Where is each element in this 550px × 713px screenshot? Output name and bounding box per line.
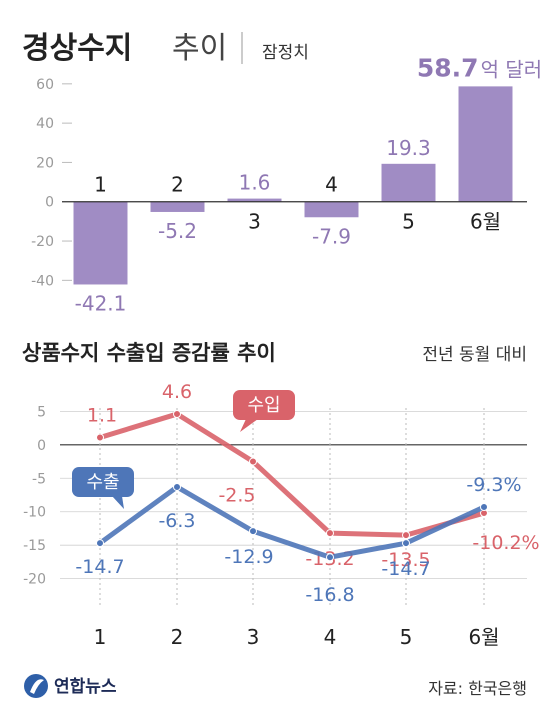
import-badge-pointer	[240, 419, 258, 432]
bar-value-label: -5.2	[158, 219, 197, 243]
line-x-tick-label: 5	[400, 625, 413, 649]
import-badge-bg	[233, 390, 295, 420]
yonhap-logo: 연합뉴스	[24, 674, 117, 698]
logo-text: 연합뉴스	[54, 676, 117, 697]
export-badge-pointer	[112, 496, 124, 509]
bar-category-label: 2	[171, 173, 184, 197]
export-series-line	[97, 484, 487, 560]
line-x-tick-label: 3	[247, 625, 260, 649]
bar-category-label: 3	[248, 210, 261, 234]
trade-chart-note: 전년 동월 대비	[422, 345, 527, 365]
bar-y-tick-label: 20	[36, 155, 54, 171]
line-x-tick-label: 1	[94, 625, 107, 649]
import-series-line	[97, 411, 487, 538]
export-series-value-label: -14.7	[75, 556, 124, 578]
line-y-tick-label: -15	[23, 538, 46, 554]
bar-value-label: 58.7 억 달러	[417, 53, 542, 82]
bar-category-label: 6월	[470, 210, 501, 234]
logo-emblem-mark-icon	[30, 679, 44, 694]
import-series-point	[326, 529, 334, 538]
export-series-point	[249, 527, 257, 536]
bar-category-label: 1	[94, 173, 107, 197]
bar-category-label: 4	[325, 173, 338, 197]
import-series-badge: 수입	[233, 390, 295, 432]
page-title: 경상수지	[22, 31, 132, 66]
line-y-tick-label: -5	[32, 471, 46, 487]
bar-value-label: 1.6	[239, 171, 271, 195]
line-y-tick-label: -10	[23, 505, 46, 521]
import-series-point	[96, 433, 104, 442]
export-series-value-label: -9.3%	[466, 474, 521, 496]
bar-y-tick-label: 40	[36, 116, 54, 132]
bar-category-label: 5	[402, 210, 415, 234]
line-x-tick-label: 6월	[468, 625, 499, 649]
import-series-value-label: -13.5	[381, 549, 430, 571]
bar-value-label: -7.9	[312, 224, 351, 248]
import-series-value-label: -10.2%	[472, 532, 539, 554]
export-badge-bg	[72, 467, 134, 497]
line-y-tick-label: 0	[37, 438, 46, 454]
trade-chart-title: 상품수지 수출입 증감률 추이	[22, 341, 276, 365]
export-series-point	[173, 482, 181, 491]
bar-y-tick-label: -40	[31, 273, 54, 289]
bar-y-tick-label: 0	[45, 195, 54, 211]
import-series-value-label: 4.6	[162, 381, 192, 403]
export-series-point	[96, 539, 104, 548]
line-y-tick-label: 5	[37, 404, 46, 420]
export-badge-label: 수출	[86, 472, 119, 493]
bar-y-tick-label: -20	[31, 234, 54, 250]
bar	[304, 201, 359, 218]
bar	[227, 198, 282, 202]
bar-y-tick-label: 60	[36, 77, 54, 93]
current-account-bar-chart: 60 40 20 0 -20 -40 1 -42.1 2 -5.2 3 1.6 4 -7.9 5 19.3 6월…	[31, 53, 542, 315]
bar	[73, 201, 128, 285]
bar-value-label: 19.3	[386, 136, 431, 160]
import-series-point	[402, 531, 410, 540]
bar	[150, 201, 205, 212]
import-series-point	[173, 410, 181, 419]
page-title-suffix: 추이	[172, 31, 227, 66]
import-series-point	[249, 457, 257, 466]
export-series-point	[402, 539, 410, 548]
bar	[381, 163, 436, 202]
export-series-value-label: -6.3	[158, 510, 195, 532]
export-series-value-label: -12.9	[224, 546, 273, 568]
export-series-badge: 수출	[72, 467, 134, 509]
import-series-value-label: 1.1	[87, 404, 117, 426]
export-series-value-label: -14.7	[381, 558, 430, 580]
export-series-point	[480, 503, 488, 512]
line-x-tick-label: 4	[324, 625, 337, 649]
trade-growth-line-chart: 50-5-10-15-20123456월1.14.6-2.5-13.2-13.5…	[23, 381, 539, 649]
source-note: 자료: 한국은행	[428, 679, 527, 698]
line-y-tick-label: -20	[23, 572, 46, 588]
export-series-point	[326, 553, 334, 562]
import-series-value-label: -2.5	[218, 485, 255, 507]
export-series-value-label: -16.8	[305, 584, 354, 606]
bar	[458, 86, 513, 202]
bar-value-label: -42.1	[75, 291, 127, 315]
line-x-tick-label: 2	[171, 625, 184, 649]
import-badge-label: 수입	[247, 395, 280, 416]
title-note: 잠정치	[262, 43, 309, 63]
